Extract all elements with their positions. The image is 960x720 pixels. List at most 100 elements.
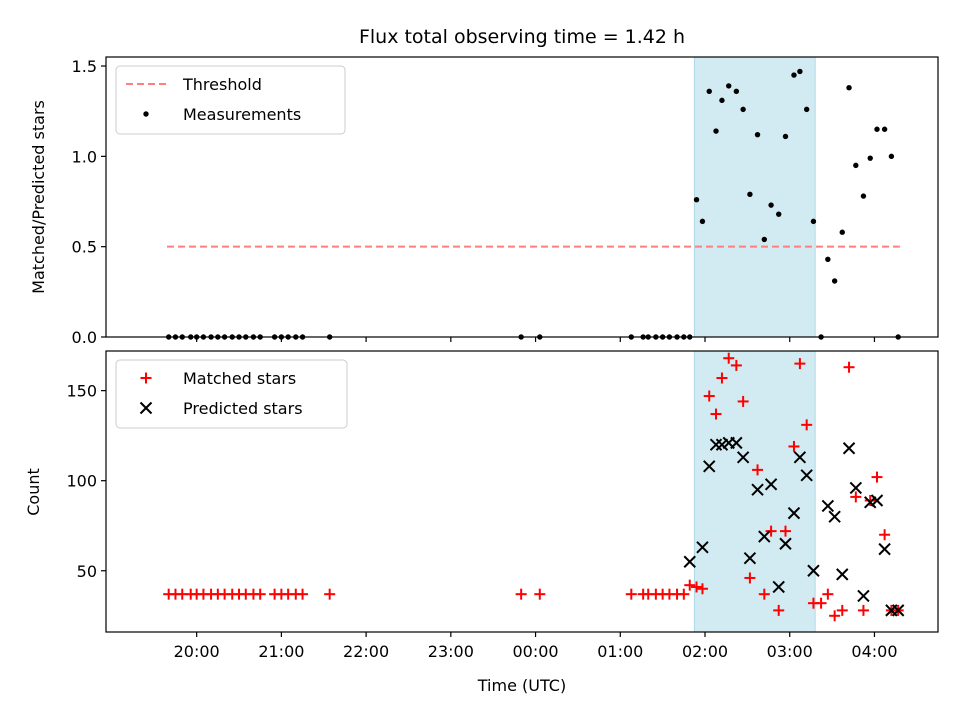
measurement-point	[797, 68, 803, 75]
predicted-stars-point	[703, 460, 716, 473]
x-tick-label: 00:00	[513, 642, 559, 661]
matched-stars-point	[515, 588, 527, 600]
y-tick-label: 100	[66, 472, 97, 491]
matched-stars-point	[723, 352, 735, 364]
predicted-stars-point	[891, 604, 905, 617]
matched-stars-point	[765, 525, 777, 537]
bottom-panel: 50 100 150 20:00 21:00 22:00 23:00 00:00 01:00 02…	[66, 350, 939, 661]
x-tick-label: 21:00	[258, 642, 304, 661]
x-tick-label: 20:00	[174, 642, 220, 661]
x-tick-label: 02:00	[682, 642, 728, 661]
legend-label: Measurements	[183, 105, 301, 124]
predicted-stars-point	[772, 580, 785, 594]
measurement-point	[831, 278, 838, 284]
top-panel: 0.0 0.5 1.0 1.5 Threshold Measurements	[72, 56, 939, 347]
matched-stars-point	[684, 579, 696, 591]
matched-stars-point	[678, 588, 690, 600]
predicted-stars-point	[779, 537, 792, 550]
predicted-stars-point	[849, 481, 863, 495]
predicted-stars-point	[821, 499, 835, 513]
y-tick-label: 150	[66, 382, 97, 401]
matched-stars-point	[744, 572, 756, 584]
legend-label: Matched stars	[183, 369, 296, 388]
y-tick-label: 50	[77, 562, 97, 581]
x-tick-label: 22:00	[343, 642, 389, 661]
matched-stars-point	[254, 588, 266, 600]
x-tick-label: 03:00	[767, 642, 813, 661]
predicted-stars-point	[807, 564, 820, 577]
matched-stars-point	[843, 361, 855, 373]
matched-stars-point	[703, 390, 715, 402]
measurement-point	[143, 111, 149, 117]
legend-label: Threshold	[182, 75, 262, 94]
measurement-point	[860, 193, 867, 199]
matched-stars-point	[857, 604, 869, 616]
measurement-point	[791, 72, 797, 78]
measurement-point	[754, 131, 761, 138]
predicted-stars-point	[743, 551, 757, 565]
measurement-point	[776, 211, 782, 217]
predicted-stars-point	[793, 451, 807, 464]
measurement-point	[839, 229, 845, 235]
measurement-point	[706, 88, 712, 95]
predicted-stars-point	[870, 494, 884, 507]
matched-stars-point	[737, 395, 749, 407]
matched-stars-point	[829, 610, 841, 622]
measurement-point	[810, 218, 817, 225]
matched-stars-point	[696, 583, 708, 595]
matched-stars-point	[140, 372, 152, 384]
x-tick-label: 04:00	[851, 642, 897, 661]
predicted-stars-point	[787, 506, 801, 520]
axes-frame	[105, 350, 939, 633]
legend-label: Predicted stars	[183, 399, 303, 418]
legend-box	[115, 65, 346, 135]
matched-stars-point	[801, 419, 813, 431]
bottom-y-axis-label: Count	[24, 468, 43, 516]
predicted-stars-point	[758, 530, 771, 543]
predicted-stars-point	[736, 451, 750, 464]
matched-stars-point	[691, 581, 703, 593]
matched-stars-point	[836, 604, 848, 616]
predicted-stars-point	[764, 478, 778, 491]
top-y-axis-label: Matched/Predicted stars	[29, 100, 48, 294]
measurement-point	[740, 106, 746, 113]
measurement-point	[719, 97, 725, 104]
measurement-point	[747, 191, 753, 197]
measurement-point	[867, 155, 873, 161]
chart-title: Flux total observing time = 1.42 h	[359, 26, 685, 48]
matched-stars-point	[788, 440, 800, 452]
predicted-stars-point	[878, 542, 891, 556]
predicted-stars-point	[683, 555, 696, 568]
y-tick-label: 0.5	[72, 238, 97, 257]
measurement-point	[768, 202, 774, 208]
matched-stars-point	[710, 408, 722, 420]
matched-stars-point	[730, 359, 742, 371]
legend: Matched stars Predicted stars	[115, 359, 348, 429]
matched-stars-point	[716, 372, 728, 384]
x-axis-label: Time (UTC)	[477, 676, 566, 695]
measurement-point	[761, 236, 768, 243]
predicted-stars-point	[842, 442, 856, 455]
matched-stars-point	[815, 597, 827, 609]
matched-stars-point	[297, 588, 309, 600]
axes-frame	[105, 56, 939, 338]
measurement-point	[888, 153, 895, 160]
measurement-point	[825, 256, 831, 263]
predicted-stars-point	[139, 401, 153, 415]
y-tick-label: 1.5	[72, 57, 97, 76]
measurement-point	[874, 126, 880, 132]
predicted-stars-point	[800, 469, 813, 482]
matched-stars-point	[773, 604, 785, 616]
measurement-point	[693, 197, 700, 203]
measurement-point	[726, 83, 732, 89]
matched-stars-point	[871, 471, 883, 483]
predicted-stars-point	[828, 510, 841, 523]
measurement-point	[853, 162, 859, 169]
legend: Threshold Measurements	[115, 65, 346, 135]
matched-stars-series	[163, 352, 904, 622]
matched-stars-point	[822, 588, 834, 600]
x-tick-label: 23:00	[428, 642, 474, 661]
matched-stars-point	[879, 529, 891, 541]
measurement-point	[733, 88, 740, 95]
